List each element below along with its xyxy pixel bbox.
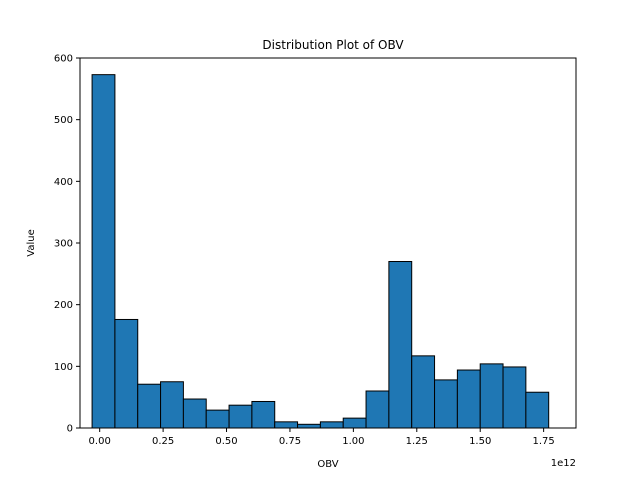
histogram-bar-2: [137, 383, 162, 429]
histogram-bar-1: [114, 318, 139, 429]
x-tick-label-1: 0.25: [152, 436, 174, 447]
histogram-bar-7: [251, 400, 276, 429]
y-tick-label-2: 200: [54, 300, 73, 311]
histogram-bar-19: [525, 391, 550, 429]
x-tick-label-6: 1.50: [469, 436, 491, 447]
x-axis-offset-text: 1e12: [551, 458, 576, 469]
axes-frame: [79, 57, 577, 429]
histogram-bar-8: [274, 421, 299, 429]
bars-group: [91, 74, 550, 429]
histogram-bar-3: [160, 381, 184, 429]
y-tick-label-3: 300: [54, 239, 73, 250]
x-tick-label-7: 1.75: [532, 436, 554, 447]
histogram-bar-15: [434, 379, 458, 429]
histogram-bar-11: [342, 417, 367, 429]
histogram-bar-6: [228, 404, 253, 429]
y-tick-label-4: 400: [54, 177, 73, 188]
histogram-bar-0: [91, 74, 116, 429]
histogram-bar-10: [319, 421, 344, 429]
x-tick-label-3: 0.75: [279, 436, 301, 447]
x-axis-label: OBV: [317, 459, 338, 470]
chart-title: Distribution Plot of OBV: [262, 38, 404, 52]
histogram-bar-17: [479, 363, 504, 429]
histogram-bar-18: [502, 366, 527, 429]
x-tick-label-0: 0.00: [89, 436, 111, 447]
y-axis-ticks: 0 100 200 300 400 500 600: [54, 54, 80, 435]
y-tick-label-0: 0: [67, 424, 73, 435]
x-axis-ticks: 0.00 0.25 0.50 0.75 1.00 1.25 1.50 1.75: [89, 428, 555, 447]
histogram-bar-5: [205, 409, 230, 429]
histogram-bar-4: [182, 398, 207, 429]
x-tick-label-2: 0.50: [215, 436, 237, 447]
histogram-bar-9: [297, 423, 321, 429]
histogram-bar-13: [388, 261, 413, 429]
x-tick-label-5: 1.25: [406, 436, 428, 447]
histogram-bar-12: [365, 390, 390, 429]
x-tick-label-4: 1.00: [342, 436, 364, 447]
histogram-bar-16: [456, 369, 481, 429]
y-tick-label-6: 600: [54, 54, 73, 65]
y-axis-label: Value: [26, 229, 37, 256]
y-tick-label-1: 100: [54, 362, 73, 373]
y-tick-label-5: 500: [54, 115, 73, 126]
histogram-bar-14: [411, 355, 436, 429]
